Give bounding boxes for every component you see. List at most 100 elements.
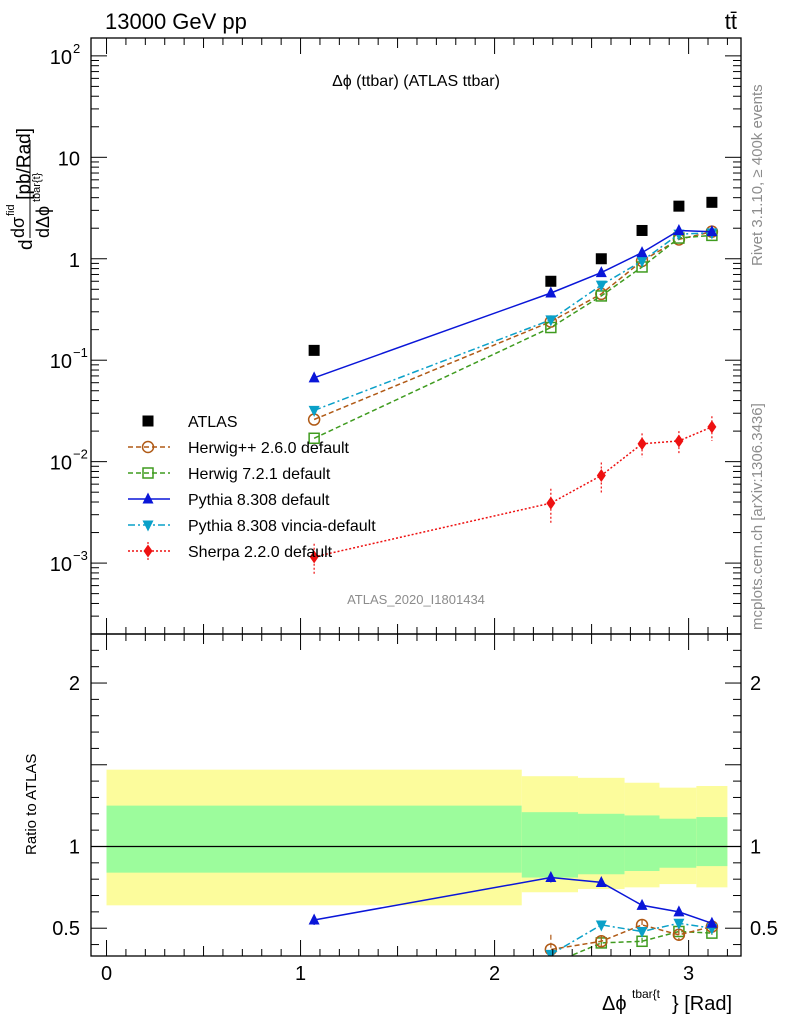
svg-text:dΔϕ: dΔϕ xyxy=(33,206,53,238)
main-pythia-8-308-vincia-default-point xyxy=(595,280,607,292)
main-atlas-point xyxy=(673,200,685,212)
legend: ATLAS Herwig++ 2.6.0 default Herwig 7.2.1 … xyxy=(128,414,376,561)
main-sherpa-2-2-0-default-point xyxy=(596,469,606,483)
main-y-tick-exponent: 2 xyxy=(73,41,80,56)
legend-entry-label: ATLAS xyxy=(188,414,238,431)
ratio-y-axis-label: Ratio to ATLAS xyxy=(23,754,40,855)
main-atlas-point xyxy=(595,253,607,265)
legend-marker xyxy=(143,544,153,558)
ratio-inner-band xyxy=(624,815,660,872)
main-herwig-7-2-1-default-series xyxy=(308,229,718,445)
main-pythia-8-308-default-series xyxy=(308,223,718,383)
main-atlas-point xyxy=(636,224,648,236)
rivet-version-label: Rivet 3.1.10, ≥ 400k events xyxy=(749,84,766,266)
main-herwig-2-6-0-default-line xyxy=(313,230,713,421)
main-y-tick-label: 10 xyxy=(50,47,72,69)
main-y-tick-exponent: −2 xyxy=(73,447,88,462)
main-pythia-8-308-vincia-default-point xyxy=(308,405,320,417)
ratio-pythia-8-308-vincia-default-point xyxy=(595,920,607,932)
ratio-pythia-8-308-default-point xyxy=(545,871,557,883)
ratio-inner-band xyxy=(521,812,579,878)
legend-entry-label: Sherpa 2.2.0 default xyxy=(188,544,333,561)
main-atlas-series xyxy=(308,196,718,356)
main-y-tick-label: 10 xyxy=(58,148,80,170)
svg-text:tbar{t}: tbar{t} xyxy=(31,172,43,202)
ratio-pythia-8-308-vincia-default-series xyxy=(545,918,718,956)
header-process-label: 13000 GeV pp xyxy=(105,9,247,34)
legend-entry-label: Herwig 7.2.1 default xyxy=(188,466,331,483)
ratio-pythia-8-308-default-point xyxy=(673,905,685,917)
analysis-watermark: ATLAS_2020_I1801434 xyxy=(347,592,485,607)
ratio-y-tick-label: 2 xyxy=(69,673,80,695)
ratio-pythia-8-308-vincia-default-line xyxy=(550,922,713,956)
legend-entry-label: Herwig++ 2.6.0 default xyxy=(188,440,350,457)
main-pythia-8-308-vincia-default-line xyxy=(313,232,712,412)
ratio-pythia-8-308-vincia-default-point xyxy=(545,949,557,956)
main-sherpa-2-2-0-default-point xyxy=(546,496,556,510)
ratio-herwig-7-2-1-default-point xyxy=(546,959,556,969)
main-plot-title: Δϕ (ttbar) (ATLAS ttbar) xyxy=(332,73,500,90)
ratio-pythia-8-308-default-point xyxy=(636,898,648,910)
x-tick-label: 0 xyxy=(101,963,112,985)
mcplots-credit-label: mcplots.cern.ch [arXiv:1306.3436] xyxy=(749,403,766,630)
ratio-pythia-8-308-default-point xyxy=(706,916,718,928)
main-herwig-7-2-1-default-line xyxy=(313,234,712,439)
main-pythia-8-308-default-point xyxy=(706,225,718,237)
main-pythia-8-308-vincia-default-point xyxy=(545,315,557,327)
main-y-tick-label: 10 xyxy=(50,453,72,475)
main-sherpa-2-2-0-default-line xyxy=(313,426,713,558)
ratio-panel: 0.5 0.5 1 1 2 2 0 1 2 3 Ratio to ATLAS Δϕ tbar{t … xyxy=(23,633,778,1015)
ratio-pythia-8-308-default-point xyxy=(308,913,320,925)
x-tick-label: 3 xyxy=(683,963,694,985)
ratio-inner-band xyxy=(659,818,697,868)
ratio-herwig-2-6-0-default-point xyxy=(595,935,608,948)
legend-entry-label: Pythia 8.308 vincia-default xyxy=(188,518,376,535)
main-sherpa-2-2-0-default-point xyxy=(674,434,684,448)
main-y-axis-fraction: d dσ fid dΔϕ tbar{t} xyxy=(5,140,53,250)
legend-marker xyxy=(142,467,154,479)
main-herwig-7-2-1-default-point xyxy=(308,432,320,445)
legend-marker xyxy=(141,440,155,454)
ratio-pythia-8-308-default-line xyxy=(313,876,713,925)
svg-text:} [Rad]: } [Rad] xyxy=(672,993,732,1015)
svg-text:tbar{t: tbar{t xyxy=(632,987,661,1001)
ratio-inner-band xyxy=(106,805,522,873)
main-y-tick-exponent: −1 xyxy=(73,345,88,360)
main-pythia-8-308-vincia-default-point xyxy=(636,256,648,268)
main-y-tick-label: 10 xyxy=(50,554,72,576)
ratio-herwig-7-2-1-default-line xyxy=(568,930,712,956)
main-sherpa-2-2-0-default-point xyxy=(309,550,319,564)
main-pythia-8-308-default-point xyxy=(308,371,320,383)
main-panel: Δϕ (ttbar) (ATLAS ttbar) 10 −310 −210 −1110… xyxy=(5,37,742,635)
header-final-state-label: tt̄ xyxy=(725,9,737,34)
main-pythia-8-308-default-point xyxy=(636,246,648,258)
main-pythia-8-308-default-point xyxy=(595,266,607,278)
x-axis-label: Δϕ tbar{t } [Rad] xyxy=(602,987,732,1015)
ratio-pythia-8-308-vincia-default-point xyxy=(636,926,648,938)
main-y-tick-exponent: −3 xyxy=(73,548,88,563)
x-tick-label: 2 xyxy=(489,963,500,985)
ratio-y-tick-label-right: 2 xyxy=(750,673,761,695)
main-atlas-point xyxy=(706,196,718,208)
main-sherpa-2-2-0-default-point xyxy=(707,420,717,434)
main-sherpa-2-2-0-default-point xyxy=(637,437,647,451)
ratio-inner-band xyxy=(696,817,728,867)
legend-marker xyxy=(142,520,154,532)
main-y-tick-label: 10 xyxy=(50,351,72,373)
ratio-frame xyxy=(90,633,742,957)
legend-entry-label: Pythia 8.308 default xyxy=(188,492,330,509)
ratio-y-tick-label-right: 1 xyxy=(750,836,761,858)
legend-marker xyxy=(142,415,154,427)
svg-text:Δϕ: Δϕ xyxy=(602,993,627,1015)
main-pythia-8-308-default-point xyxy=(673,223,685,235)
main-pythia-8-308-default-line xyxy=(313,229,712,379)
main-pythia-8-308-default-point xyxy=(545,286,557,298)
svg-text:fid: fid xyxy=(5,204,17,216)
ratio-inner-band xyxy=(578,813,625,875)
ratio-y-tick-label: 1 xyxy=(69,836,80,858)
legend-marker xyxy=(142,492,154,504)
ratio-y-tick-label: 0.5 xyxy=(52,918,80,940)
ratio-herwig-2-6-0-default-line xyxy=(550,924,713,951)
ratio-pythia-8-308-vincia-default-point xyxy=(673,918,685,930)
